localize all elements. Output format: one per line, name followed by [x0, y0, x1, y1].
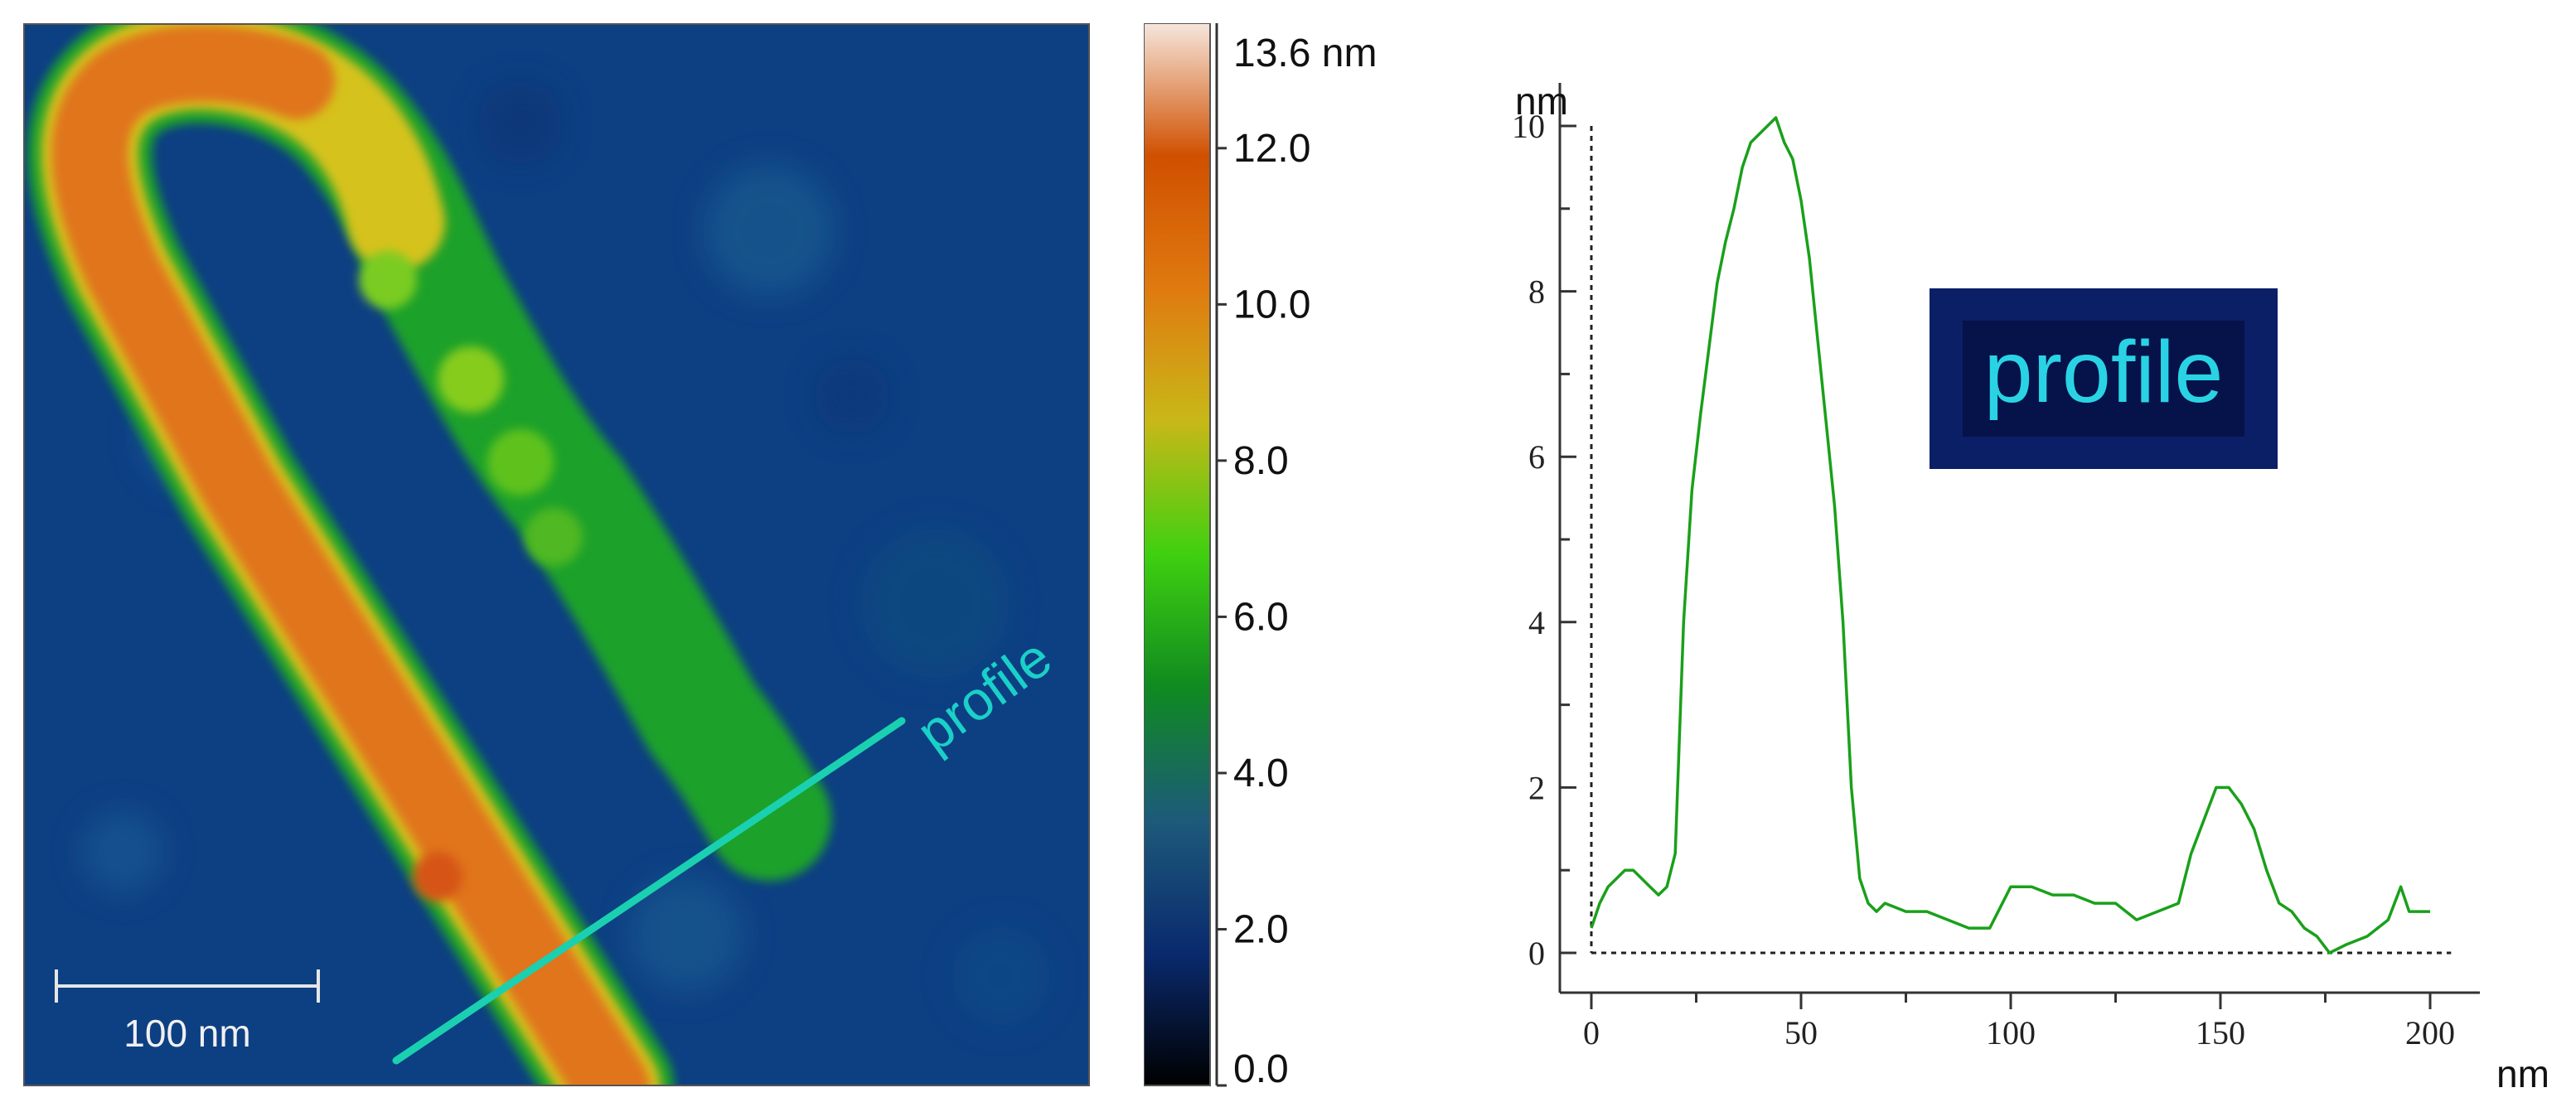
y-axis-unit: nm — [1515, 80, 1568, 123]
x-tick-label: 0 — [1583, 1014, 1600, 1051]
legend-box-inner — [1963, 321, 2244, 437]
scale-bar — [55, 969, 320, 1003]
x-tick-label: 150 — [2196, 1014, 2245, 1051]
x-axis-unit: nm — [2496, 1052, 2549, 1095]
profile-line — [392, 717, 906, 1065]
height-colorbar: 13.6 nm 12.0 10.0 8.0 6.0 4.0 2.0 0.0 — [1144, 23, 1377, 1091]
y-tick-label: 6 — [1528, 438, 1545, 476]
fibre-branch-blobs — [359, 251, 583, 566]
colorbar-ticks: 12.0 10.0 8.0 6.0 4.0 2.0 0.0 — [1217, 127, 1310, 1091]
profile-series-line — [1590, 116, 2430, 955]
afm-image-frame — [23, 23, 1090, 1086]
y-tick-label: 0 — [1528, 935, 1545, 972]
colorbar-tick-label: 0.0 — [1233, 1047, 1289, 1091]
colorbar-tick-label: 8.0 — [1233, 439, 1289, 483]
colorbar-tick-label: 10.0 — [1233, 283, 1310, 326]
colorbar-tick-label: 2.0 — [1233, 907, 1289, 951]
colorbar-tick-label: 12.0 — [1233, 127, 1310, 171]
colorbar-max-label: 13.6 nm — [1233, 31, 1377, 75]
fibre-bright-spot — [413, 852, 462, 902]
x-tick-label: 100 — [1986, 1014, 2036, 1051]
y-tick-label: 10 — [1512, 108, 1545, 145]
colorbar-tick-label: 4.0 — [1233, 752, 1289, 795]
fibre-core — [51, 25, 650, 1086]
y-tick-label: 2 — [1528, 769, 1545, 806]
afm-height-image: profile 100 nm — [23, 23, 1090, 1086]
x-tick-label: 50 — [1784, 1014, 1818, 1051]
scale-bar-label: 100 nm — [123, 1012, 250, 1055]
y-tick-label: 4 — [1528, 604, 1545, 641]
legend-box-label: profile — [1984, 323, 2224, 421]
colorbar-tick-label: 6.0 — [1233, 595, 1289, 639]
x-tick-label: 200 — [2405, 1014, 2455, 1051]
y-tick-label: 8 — [1528, 273, 1545, 311]
colorbar-gradient — [1144, 23, 1211, 1086]
